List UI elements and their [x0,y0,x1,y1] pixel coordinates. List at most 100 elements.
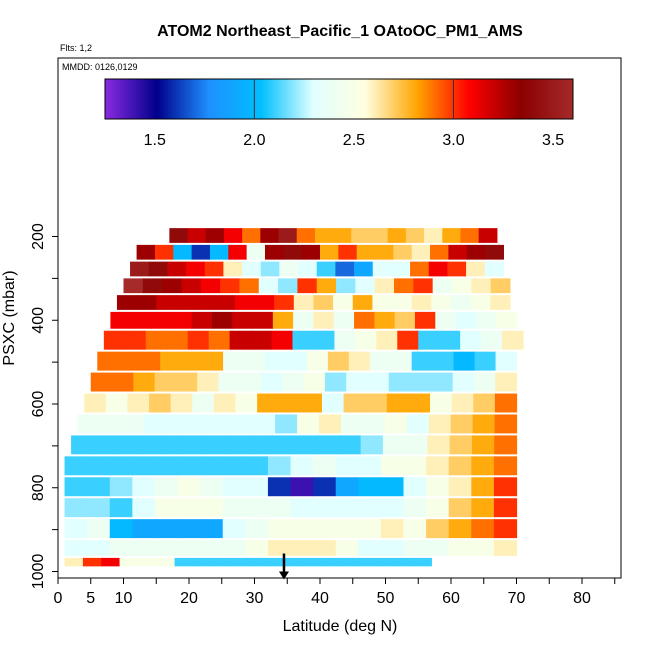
heatmap-cell [278,393,301,413]
heatmap-cell [154,540,179,556]
location-arrow-marker [278,553,289,580]
heatmap-cell [257,393,280,413]
heatmap-cell [447,261,467,277]
heatmap-cell [191,244,211,260]
x-tick-label: 60 [442,590,460,607]
heatmap-cell [448,519,472,539]
heatmap-cell [266,557,286,567]
heatmap-cell [132,456,156,476]
heatmap-cell [426,456,450,476]
heatmap-cell [71,435,94,455]
heatmap-cell [124,330,147,350]
heatmap-cell [391,261,411,277]
heatmap-cell [313,311,335,329]
heatmap-cell [267,498,292,518]
heatmap-cell [239,372,262,392]
heatmap-cell [380,519,405,539]
heatmap-cell [139,351,161,371]
heatmap-cell [99,414,123,434]
heatmap-cell [442,228,462,243]
heatmap-cell [109,498,133,518]
heatmap-cell [495,351,518,371]
heatmap-cell [232,311,254,329]
heatmap-cell [354,261,374,277]
heatmap-cell [471,519,495,539]
y-tick-label: 1000 [30,554,47,590]
heatmap-cell [397,330,419,350]
heatmap-cell [393,244,413,260]
heatmap-cell [376,330,398,350]
heatmap-cell [495,372,518,392]
heatmap-cell [490,278,511,294]
heatmap-cell [154,372,177,392]
heatmap-cell [234,295,256,310]
heatmap-cell [112,372,134,392]
heatmap-cell [290,519,314,539]
heatmap-cell [282,372,305,392]
x-tick-label: 5 [86,590,95,607]
heatmap-cell [250,330,273,350]
heatmap-cell [208,330,231,350]
heatmap-cell [403,519,427,539]
heatmap-cell [200,456,224,476]
heatmap-cell [327,351,350,371]
heatmap-cell [300,393,323,413]
heatmap-cell [481,330,503,350]
heatmap-cell [175,295,197,310]
heatmap-cell [449,435,473,455]
heatmap-cell [339,557,359,567]
heatmap-cell [267,540,292,556]
heatmap-cell [166,330,189,350]
heatmap-cell [191,311,213,329]
heatmap-cell [177,498,201,518]
heatmap-cell [496,311,518,329]
heatmap-cell [87,456,111,476]
heatmap-cell [471,456,495,476]
heatmap-cell [384,414,408,434]
heatmap-cell [372,295,393,310]
heatmap-cell [297,414,320,434]
heatmap-cell [358,540,382,556]
heatmap-cell [151,311,172,329]
heatmap-cell [223,228,243,243]
heatmap-cell [156,295,177,310]
heatmap-cell [314,228,334,243]
heatmap-cell [313,519,337,539]
heatmap-cell [471,498,495,518]
colorbar-ticks: 1.5 2.0 2.5 3.0 3.5 [144,79,564,149]
heatmap-cell [313,498,337,518]
heatmap-cell [321,557,341,567]
heatmap-cell [160,351,182,371]
heatmap-cell [352,295,373,310]
heatmap-cell [274,295,295,310]
heatmap-cell [77,414,101,434]
heatmap-cell [439,330,461,350]
heatmap-cell [87,498,111,518]
heatmap-cell [348,351,371,371]
heatmap-cell [195,295,216,310]
heatmap-cell [222,498,246,518]
heatmap-cell [346,372,369,392]
heatmap-cell [245,519,269,539]
heatmap-cell [432,351,455,371]
heatmap-cell [336,278,356,294]
heatmap-cell [64,456,88,476]
heatmap-cell [313,477,337,497]
heatmap-cell [290,477,314,497]
heatmap-cell [132,477,156,497]
heatmap-cell [435,311,457,329]
heatmap-cell [426,519,450,539]
heatmap-cell [411,295,432,310]
heatmap-cell [64,540,88,556]
heatmap-cell [411,351,434,371]
heatmap-cell [358,498,382,518]
heatmap-cell [130,311,152,329]
x-tick-label: 40 [311,590,329,607]
heatmap-cell [460,228,480,243]
heatmap-cell [494,414,518,434]
heatmap-cell [228,244,248,260]
heatmap-cell [204,261,224,277]
heatmap-cell [137,557,157,567]
heatmap-cell [403,477,427,497]
heatmap-cell [275,414,298,434]
